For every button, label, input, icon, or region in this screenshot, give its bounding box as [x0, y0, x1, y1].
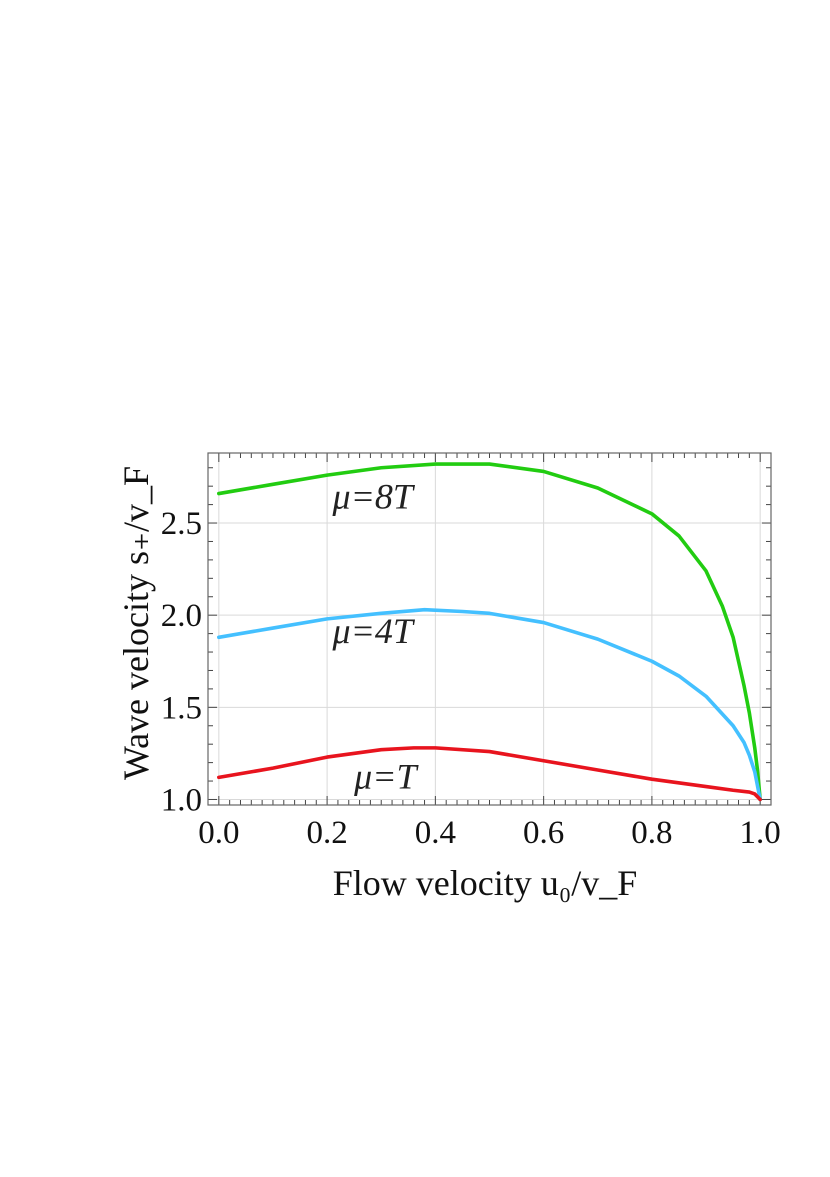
- series-line-1: [217, 607, 762, 802]
- x-tick-label-5: 1.0: [740, 815, 781, 851]
- y-tick-label-2: 2.0: [161, 598, 202, 634]
- y-tick-labels: 1.0 1.5 2.0 2.5: [161, 506, 202, 818]
- series-label-0: μ=8T: [332, 476, 416, 516]
- plot-frame: [207, 452, 772, 806]
- series-label-2: μ=T: [353, 756, 419, 796]
- y-axis-title: Wave velocity s₊/v_F: [116, 466, 156, 780]
- x-tick-label-4: 0.8: [631, 815, 672, 851]
- x-tick-label-1: 0.2: [306, 815, 347, 851]
- plot-area: μ=8T μ=4T μ=T: [207, 452, 772, 806]
- series-lines: [217, 462, 762, 802]
- y-tick-label-3: 2.5: [161, 506, 202, 542]
- y-tick-label-0: 1.0: [161, 782, 202, 818]
- x-tick-label-2: 0.4: [415, 815, 456, 851]
- x-tick-label-3: 0.6: [523, 815, 564, 851]
- y-axis-title-text: Wave velocity s₊/v_F: [116, 466, 156, 780]
- series-line-2: [217, 746, 762, 802]
- series-labels: μ=8T μ=4T μ=T: [332, 476, 420, 796]
- y-tick-label-1: 1.5: [161, 690, 202, 726]
- x-tick-labels: 0.0 0.2 0.4 0.6 0.8 1.0: [198, 815, 781, 851]
- x-tick-label-0: 0.0: [198, 815, 239, 851]
- x-axis-title: Flow velocity u₀/v_F: [333, 863, 638, 903]
- x-axis-title-text: Flow velocity u₀/v_F: [333, 863, 638, 903]
- series-label-1: μ=4T: [332, 611, 416, 651]
- series-line-0: [217, 462, 762, 802]
- minor-ticks: [208, 453, 771, 805]
- gridlines: [208, 453, 771, 805]
